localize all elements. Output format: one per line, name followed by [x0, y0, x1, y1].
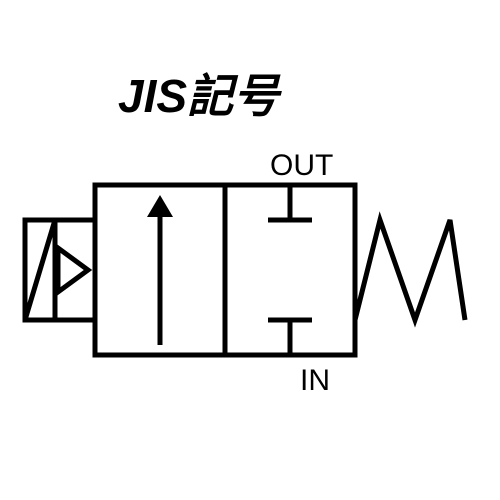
- out-label: OUT: [270, 149, 333, 182]
- jis-valve-symbol-diagram: JIS記号 OUT IN: [0, 0, 500, 500]
- solenoid-diagonal: [25, 220, 55, 320]
- flow-arrow-head: [147, 195, 173, 217]
- pilot-triangle-icon: [58, 248, 88, 292]
- diagram-title: JIS記号: [118, 70, 282, 122]
- in-label: IN: [300, 364, 330, 397]
- spring-return-icon: [355, 220, 465, 320]
